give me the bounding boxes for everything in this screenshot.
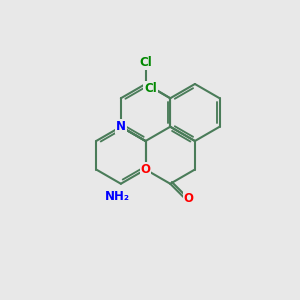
Text: N: N <box>140 163 151 176</box>
Text: NH₂: NH₂ <box>105 190 130 203</box>
Text: O: O <box>140 163 151 176</box>
Text: N: N <box>116 120 126 133</box>
Text: O: O <box>184 192 194 205</box>
Text: Cl: Cl <box>144 82 157 95</box>
Text: Cl: Cl <box>139 56 152 69</box>
